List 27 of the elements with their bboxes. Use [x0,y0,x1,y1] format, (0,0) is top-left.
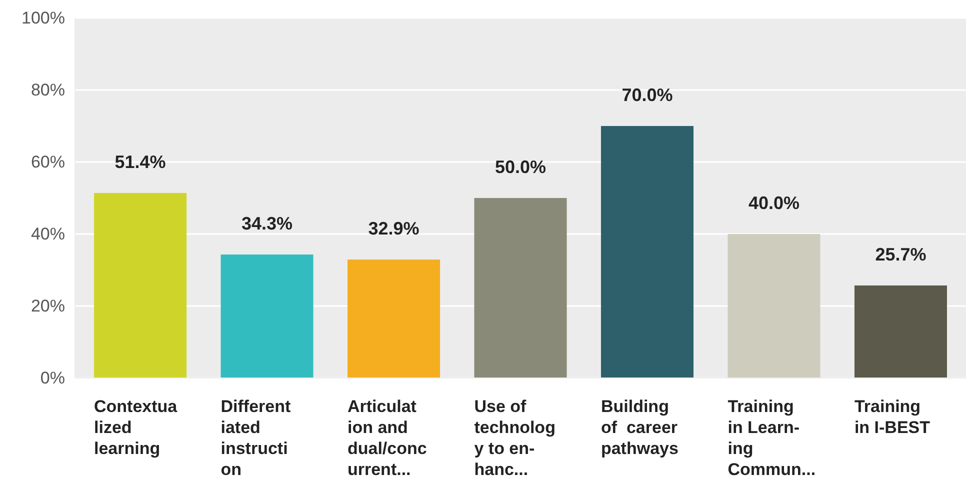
data-label: 32.9% [368,218,420,239]
bar [600,126,694,378]
x-tick-label: Contextua lized learning [94,397,178,458]
x-tick-label: Training in Learn- ing Commun... [728,397,816,479]
y-tick-label: 20% [30,296,65,316]
bar [220,254,314,378]
data-label: 34.3% [241,214,293,234]
x-tick-label: Use of technolog y to en- hanc... [474,397,556,479]
bar [854,285,947,378]
y-tick-label: 0% [40,368,65,388]
x-tick-label: Training in I-BEST [854,397,931,437]
bar [474,198,567,378]
bar [728,234,820,378]
data-label: 51.4% [114,152,166,172]
x-tick-label: Different iated instructi on [220,397,291,479]
bar [94,192,187,378]
y-tick-label: 60% [30,152,65,172]
x-tick-label: Building of career pathways [600,397,678,458]
y-tick-label: 40% [30,224,65,244]
bar [347,260,440,378]
data-label: 40.0% [748,193,800,213]
data-label: 25.7% [875,244,926,264]
data-label: 70.0% [622,85,673,105]
y-tick-label: 100% [22,8,65,28]
y-tick-label: 80% [30,80,65,100]
data-label: 50.0% [494,157,546,177]
x-tick-label: Articulat ion and dual/conc urrent... [347,397,427,479]
